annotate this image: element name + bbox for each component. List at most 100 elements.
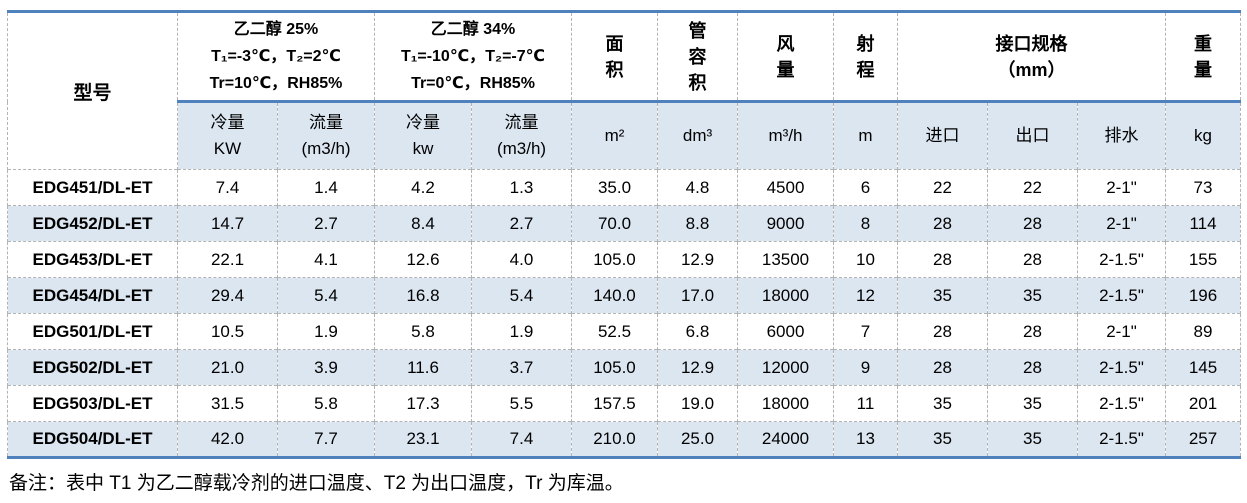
value-cell: 2-1.5" bbox=[1077, 421, 1166, 458]
footnote: 备注：表中 T1 为乙二醇载冷剂的进口温度、T2 为出口温度，Tr 为库温。 bbox=[9, 473, 624, 494]
value-cell: 145 bbox=[1165, 349, 1241, 386]
value-cell: 52.5 bbox=[571, 313, 658, 350]
value-cell: 18000 bbox=[737, 277, 834, 314]
value-cell: 22 bbox=[987, 169, 1078, 206]
value-cell: 201 bbox=[1165, 385, 1241, 422]
value-cell: 89 bbox=[1165, 313, 1241, 350]
value-cell: 35 bbox=[987, 385, 1078, 422]
value-cell: 2-1" bbox=[1077, 313, 1166, 350]
value-cell: 16.8 bbox=[374, 277, 472, 314]
value-cell: 25.0 bbox=[657, 421, 738, 458]
subheader-air-unit: m³/h bbox=[737, 101, 834, 170]
value-cell: 17.3 bbox=[374, 385, 472, 422]
value-cell: 1.4 bbox=[277, 169, 375, 206]
value-cell: 70.0 bbox=[571, 205, 658, 242]
value-cell: 8.4 bbox=[374, 205, 472, 242]
subheader-cooling-34: 冷量 kw bbox=[374, 101, 472, 170]
table-body: EDG451/DL-ET 7.4 1.4 4.2 1.3 35.0 4.8 4500 6 22 22… bbox=[7, 169, 1241, 458]
column-header-throw: 射 程 bbox=[833, 11, 898, 103]
value-cell: 2-1.5" bbox=[1077, 349, 1166, 386]
value-cell: 6.8 bbox=[657, 313, 738, 350]
subheader-outlet: 出口 bbox=[987, 101, 1078, 170]
value-cell: 23.1 bbox=[374, 421, 472, 458]
table-row: EDG504/DL-ET 42.0 7.7 23.1 7.4 210.0 25.0 24000… bbox=[7, 421, 1241, 458]
value-cell: 2-1.5" bbox=[1077, 385, 1166, 422]
value-cell: 4.8 bbox=[657, 169, 738, 206]
header-unit-row: 冷量 KW 流量 (m3/h) 冷量 kw 流量 (m3/h) m² dm³ m… bbox=[8, 101, 1241, 170]
value-cell: 12.9 bbox=[657, 349, 738, 386]
value-cell: 28 bbox=[987, 205, 1078, 242]
value-cell: 14.7 bbox=[177, 205, 278, 242]
value-cell: 35 bbox=[897, 277, 988, 314]
value-cell: 7.4 bbox=[177, 169, 278, 206]
table-row: EDG503/DL-ET 31.5 5.8 17.3 5.5 157.5 19.0 18000… bbox=[7, 385, 1241, 422]
value-cell: 2-1.5" bbox=[1077, 241, 1166, 278]
value-cell: 73 bbox=[1165, 169, 1241, 206]
model-cell: EDG502/DL-ET bbox=[7, 349, 178, 386]
value-cell: 8.8 bbox=[657, 205, 738, 242]
model-cell: EDG452/DL-ET bbox=[7, 205, 178, 242]
value-cell: 5.5 bbox=[471, 385, 572, 422]
column-header-glycol-25: 乙二醇 25% T₁=-3℃，T₂=2℃ Tr=10℃，RH85% bbox=[177, 11, 375, 103]
value-cell: 2-1" bbox=[1077, 205, 1166, 242]
value-cell: 2-1.5" bbox=[1077, 277, 1166, 314]
subheader-weight-unit: kg bbox=[1165, 101, 1241, 170]
value-cell: 5.8 bbox=[374, 313, 472, 350]
subheader-flow-25: 流量 (m3/h) bbox=[277, 101, 375, 170]
value-cell: 13500 bbox=[737, 241, 834, 278]
model-cell: EDG503/DL-ET bbox=[7, 385, 178, 422]
value-cell: 19.0 bbox=[657, 385, 738, 422]
value-cell: 42.0 bbox=[177, 421, 278, 458]
column-header-glycol-34: 乙二醇 34% T₁=-10℃，T₂=-7℃ Tr=0℃，RH85% bbox=[374, 11, 572, 103]
value-cell: 1.3 bbox=[471, 169, 572, 206]
model-cell: EDG453/DL-ET bbox=[7, 241, 178, 278]
value-cell: 7.4 bbox=[471, 421, 572, 458]
value-cell: 4.1 bbox=[277, 241, 375, 278]
table-row: EDG501/DL-ET 10.5 1.9 5.8 1.9 52.5 6.8 6000 7 28 2… bbox=[7, 313, 1241, 350]
value-cell: 8 bbox=[833, 205, 898, 242]
value-cell: 12 bbox=[833, 277, 898, 314]
column-header-air-flow: 风 量 bbox=[737, 11, 834, 103]
value-cell: 2-1" bbox=[1077, 169, 1166, 206]
value-cell: 28 bbox=[987, 313, 1078, 350]
value-cell: 4.0 bbox=[471, 241, 572, 278]
table-row: EDG453/DL-ET 22.1 4.1 12.6 4.0 105.0 12.9 13500… bbox=[7, 241, 1241, 278]
column-header-tube-volume: 管 容 积 bbox=[657, 11, 738, 103]
value-cell: 1.9 bbox=[471, 313, 572, 350]
value-cell: 11 bbox=[833, 385, 898, 422]
value-cell: 3.7 bbox=[471, 349, 572, 386]
value-cell: 157.5 bbox=[571, 385, 658, 422]
subheader-inlet: 进口 bbox=[897, 101, 988, 170]
value-cell: 3.9 bbox=[277, 349, 375, 386]
value-cell: 12.6 bbox=[374, 241, 472, 278]
value-cell: 28 bbox=[987, 241, 1078, 278]
value-cell: 28 bbox=[897, 313, 988, 350]
value-cell: 105.0 bbox=[571, 349, 658, 386]
value-cell: 5.4 bbox=[471, 277, 572, 314]
header-group-row: 型号 乙二醇 25% T₁=-3℃，T₂=2℃ Tr=10℃，RH85% 乙二醇… bbox=[7, 11, 1241, 170]
value-cell: 114 bbox=[1165, 205, 1241, 242]
value-cell: 210.0 bbox=[571, 421, 658, 458]
subheader-flow-34: 流量 (m3/h) bbox=[471, 101, 572, 170]
value-cell: 10 bbox=[833, 241, 898, 278]
column-header-model: 型号 bbox=[7, 11, 178, 170]
value-cell: 29.4 bbox=[177, 277, 278, 314]
model-cell: EDG501/DL-ET bbox=[7, 313, 178, 350]
value-cell: 9000 bbox=[737, 205, 834, 242]
value-cell: 5.4 bbox=[277, 277, 375, 314]
value-cell: 17.0 bbox=[657, 277, 738, 314]
value-cell: 140.0 bbox=[571, 277, 658, 314]
value-cell: 7.7 bbox=[277, 421, 375, 458]
value-cell: 28 bbox=[987, 349, 1078, 386]
subheader-cooling-25: 冷量 KW bbox=[177, 101, 278, 170]
table-row: EDG502/DL-ET 21.0 3.9 11.6 3.7 105.0 12.9 12000… bbox=[7, 349, 1241, 386]
value-cell: 5.8 bbox=[277, 385, 375, 422]
value-cell: 257 bbox=[1165, 421, 1241, 458]
value-cell: 105.0 bbox=[571, 241, 658, 278]
value-cell: 18000 bbox=[737, 385, 834, 422]
value-cell: 6000 bbox=[737, 313, 834, 350]
value-cell: 35 bbox=[987, 277, 1078, 314]
value-cell: 2.7 bbox=[277, 205, 375, 242]
value-cell: 12.9 bbox=[657, 241, 738, 278]
